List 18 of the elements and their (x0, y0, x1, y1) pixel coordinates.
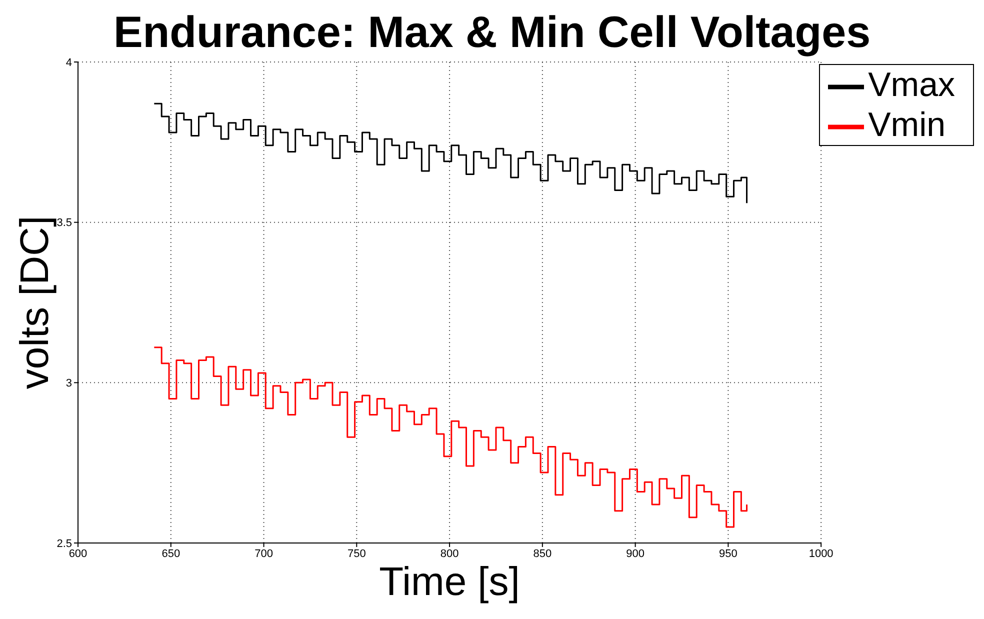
x-tick-label: 750 (347, 548, 366, 560)
x-tick-label: 600 (68, 548, 88, 560)
x-tick-label: 800 (440, 548, 459, 560)
x-tick-label: 950 (719, 548, 738, 560)
chart-title: Endurance: Max & Min Cell Voltages (112, 8, 872, 58)
x-axis-title: Time [s] (379, 560, 520, 604)
x-tick-label: 900 (626, 548, 644, 560)
y-tick-label: 3 (66, 378, 72, 390)
x-tick-label: 650 (162, 548, 180, 560)
y-tick-label: 2.5 (56, 538, 72, 550)
legend-label: Vmin (868, 106, 946, 144)
legend-label: Vmax (868, 66, 955, 104)
x-tick-label: 850 (533, 548, 552, 560)
x-tick-label: 700 (254, 548, 273, 560)
y-axis-title: volts [DC] (13, 216, 58, 390)
x-tick-label: 1000 (808, 548, 834, 560)
y-tick-label: 3.5 (56, 217, 72, 230)
y-tick-label: 4 (66, 56, 72, 69)
